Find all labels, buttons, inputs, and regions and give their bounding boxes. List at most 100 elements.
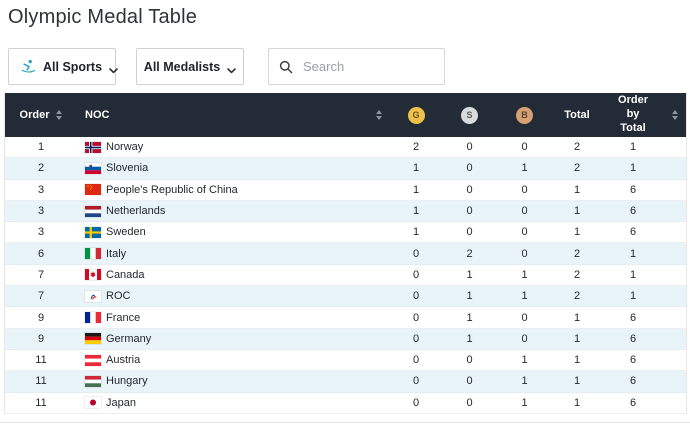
row-pad bbox=[664, 350, 686, 370]
header-gold[interactable]: G bbox=[390, 93, 442, 137]
total-count: 1 bbox=[573, 354, 581, 367]
search-box[interactable] bbox=[268, 48, 445, 85]
noc-name: Austria bbox=[106, 354, 141, 367]
order-by-total-value: 1 bbox=[629, 141, 637, 154]
gold-count: 0 bbox=[412, 290, 420, 303]
order-value: 7 bbox=[37, 268, 45, 281]
noc-cell: ROC bbox=[77, 286, 390, 306]
table-row: 3 People's Republic of China 1 0 0 1 6 bbox=[5, 179, 686, 201]
gold-count: 0 bbox=[412, 247, 420, 260]
noc-name: Netherlands bbox=[106, 205, 166, 218]
total-count: 1 bbox=[573, 183, 581, 196]
silver-count: 0 bbox=[466, 141, 473, 154]
chevron-down-icon bbox=[109, 62, 118, 74]
total-count: 2 bbox=[573, 268, 581, 281]
gold-count: 0 bbox=[412, 396, 420, 409]
flag-norway-icon bbox=[85, 141, 101, 153]
bronze-count: 0 bbox=[521, 226, 528, 239]
skier-icon bbox=[21, 59, 36, 74]
total-count: 1 bbox=[573, 205, 581, 218]
noc-cell: Hungary bbox=[77, 371, 390, 391]
flag-slovenia-icon bbox=[85, 162, 101, 174]
flag-hungary-icon bbox=[85, 375, 101, 387]
table-row: 9 Germany 0 1 0 1 6 bbox=[5, 328, 686, 350]
flag-roc-icon bbox=[85, 290, 101, 302]
table-row: 7 Canada 0 1 1 2 1 bbox=[5, 264, 686, 287]
table-row: 2 Slovenia 1 0 1 2 1 bbox=[5, 158, 686, 180]
row-pad bbox=[664, 158, 686, 178]
total-count: 1 bbox=[573, 375, 581, 388]
bronze-count: 1 bbox=[521, 375, 528, 388]
order-by-total-value: 6 bbox=[629, 183, 637, 196]
silver-count: 0 bbox=[466, 162, 473, 175]
flag-france-icon bbox=[85, 312, 101, 324]
header-bronze[interactable]: B bbox=[497, 93, 552, 137]
header-order[interactable]: Order bbox=[5, 93, 77, 137]
noc-name: France bbox=[106, 311, 141, 324]
total-count: 2 bbox=[573, 247, 581, 260]
noc-name: Canada bbox=[106, 268, 145, 281]
gold-count: 1 bbox=[412, 162, 420, 175]
search-icon bbox=[279, 60, 293, 74]
order-value: 1 bbox=[37, 141, 45, 154]
bronze-count: 1 bbox=[521, 396, 528, 409]
chevron-down-icon bbox=[227, 62, 237, 74]
order-value: 11 bbox=[35, 354, 47, 367]
order-value: 9 bbox=[37, 311, 45, 324]
header-noc[interactable]: NOC bbox=[77, 93, 390, 137]
all-sports-dropdown[interactable]: All Sports bbox=[8, 48, 118, 85]
bronze-count: 0 bbox=[521, 183, 528, 196]
row-pad bbox=[664, 307, 686, 327]
noc-name: Germany bbox=[106, 332, 152, 345]
order-value: 3 bbox=[37, 205, 45, 218]
all-medalists-dropdown[interactable]: All Medalists bbox=[136, 48, 244, 85]
silver-count: 0 bbox=[466, 226, 473, 239]
sort-icon[interactable] bbox=[56, 110, 63, 120]
header-order-by-total[interactable]: Order by Total bbox=[618, 94, 648, 134]
silver-count: 1 bbox=[466, 290, 473, 303]
noc-name: Hungary bbox=[106, 375, 148, 388]
silver-count: 1 bbox=[466, 268, 473, 281]
flag-china-icon bbox=[85, 184, 101, 196]
bronze-count: 0 bbox=[521, 332, 528, 345]
table-row: 11 Hungary 0 0 1 1 6 bbox=[5, 371, 686, 393]
silver-count: 0 bbox=[466, 396, 473, 409]
bronze-count: 0 bbox=[521, 311, 528, 324]
all-sports-label: All Sports bbox=[43, 59, 103, 74]
silver-count: 0 bbox=[466, 354, 473, 367]
row-pad bbox=[664, 201, 686, 221]
order-by-total-value: 6 bbox=[629, 332, 637, 345]
order-by-total-value: 1 bbox=[629, 268, 637, 281]
noc-cell: Canada bbox=[77, 265, 390, 285]
silver-count: 0 bbox=[466, 183, 473, 196]
noc-name: ROC bbox=[106, 290, 131, 303]
noc-cell: Sweden bbox=[77, 222, 390, 242]
header-total[interactable]: Total bbox=[564, 109, 590, 121]
noc-cell: Germany bbox=[77, 329, 390, 349]
flag-canada-icon bbox=[85, 269, 101, 281]
silver-medal-icon: S bbox=[461, 106, 478, 124]
gold-count: 0 bbox=[412, 268, 420, 281]
order-value: 2 bbox=[37, 162, 45, 175]
medal-table: Order NOC G S B Total Order by Total bbox=[4, 93, 687, 414]
order-value: 7 bbox=[37, 290, 45, 303]
total-count: 2 bbox=[573, 141, 581, 154]
sort-icon[interactable] bbox=[672, 110, 678, 120]
noc-cell: Norway bbox=[77, 137, 390, 157]
row-pad bbox=[664, 243, 686, 263]
gold-count: 1 bbox=[412, 205, 420, 218]
order-by-total-value: 6 bbox=[629, 375, 637, 388]
header-silver[interactable]: S bbox=[442, 93, 497, 137]
header-sort-order-by-total[interactable] bbox=[664, 93, 686, 137]
gold-count: 2 bbox=[412, 141, 420, 154]
gold-count: 0 bbox=[412, 354, 420, 367]
gold-count: 0 bbox=[412, 332, 420, 345]
total-count: 1 bbox=[573, 226, 581, 239]
sort-icon[interactable] bbox=[376, 110, 382, 120]
noc-name: Slovenia bbox=[106, 162, 149, 175]
noc-name: People's Republic of China bbox=[106, 183, 238, 196]
order-by-total-value: 1 bbox=[629, 162, 637, 175]
row-pad bbox=[664, 393, 686, 413]
search-input[interactable] bbox=[303, 59, 434, 74]
